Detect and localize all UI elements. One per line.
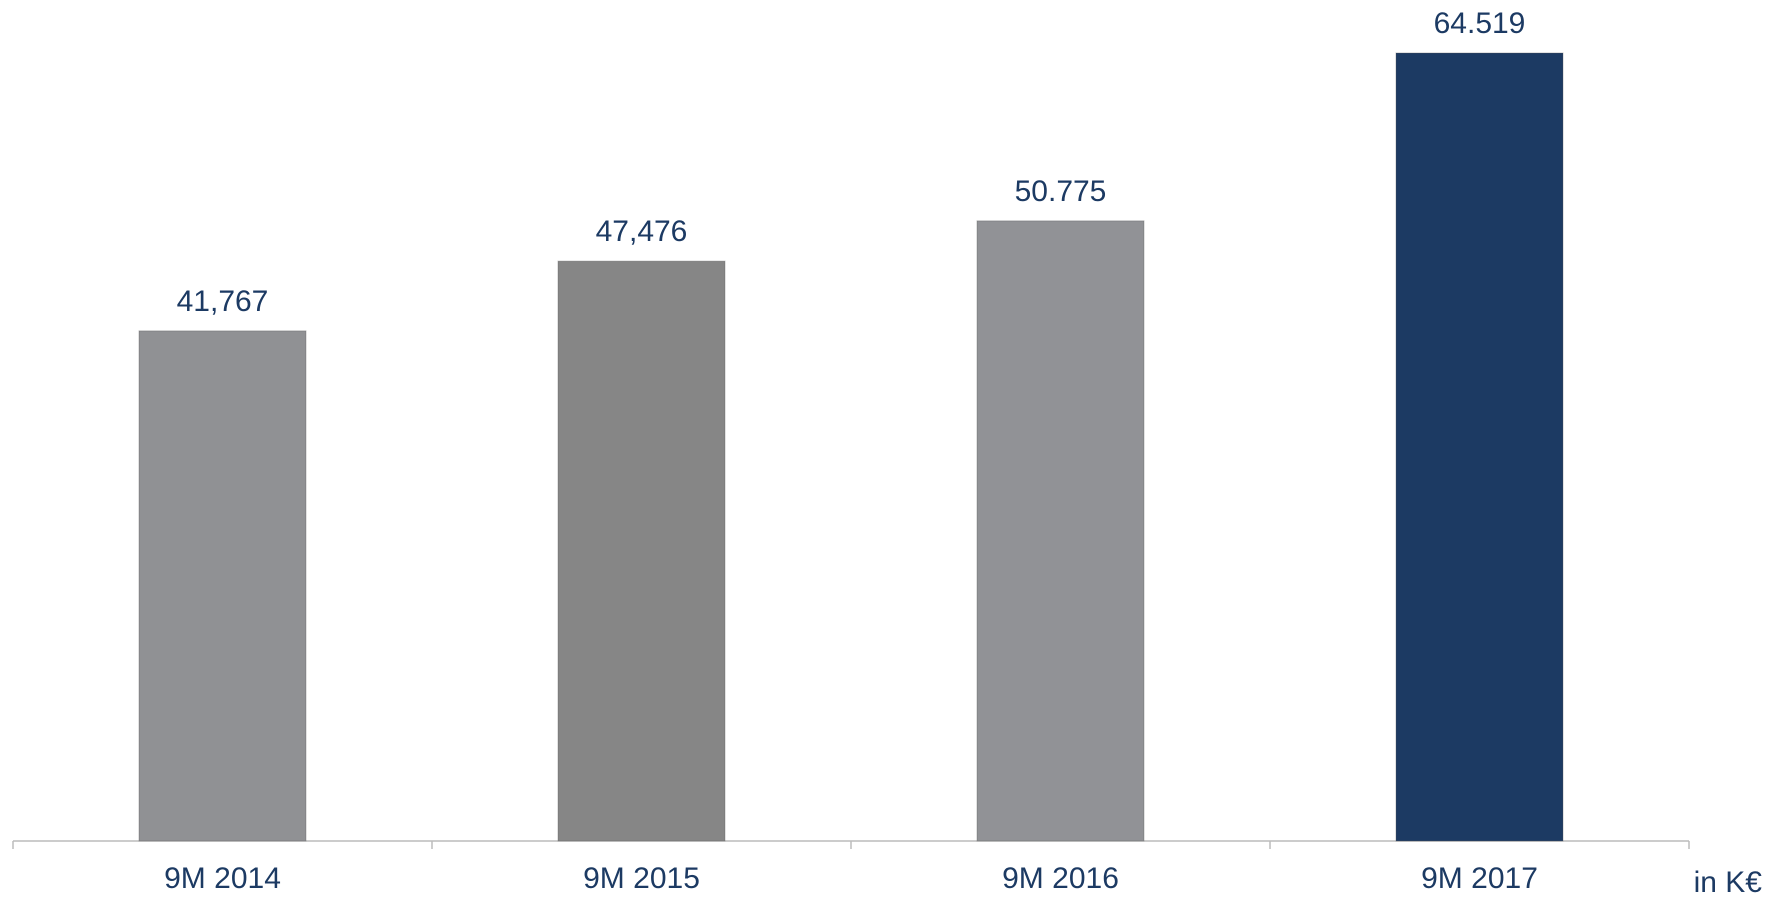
- value-label: 64.519: [1434, 7, 1526, 40]
- x-tick-label: 9M 2016: [1002, 862, 1119, 895]
- x-tick-label: 9M 2017: [1421, 862, 1538, 895]
- x-tick-label: 9M 2015: [583, 862, 700, 895]
- value-label: 41,767: [177, 285, 269, 318]
- x-tick-label: 9M 2014: [164, 862, 281, 895]
- bar: [138, 330, 307, 842]
- unit-label: in K€: [1694, 866, 1763, 898]
- bar: [1395, 52, 1564, 842]
- bar: [976, 220, 1145, 842]
- bar: [557, 260, 726, 842]
- value-label: 47,476: [596, 215, 688, 248]
- value-label: 50.775: [1015, 175, 1107, 208]
